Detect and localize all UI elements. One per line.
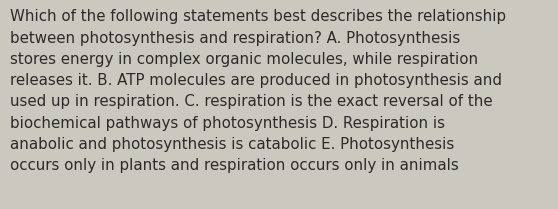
- Text: Which of the following statements best describes the relationship
between photos: Which of the following statements best d…: [10, 9, 506, 173]
